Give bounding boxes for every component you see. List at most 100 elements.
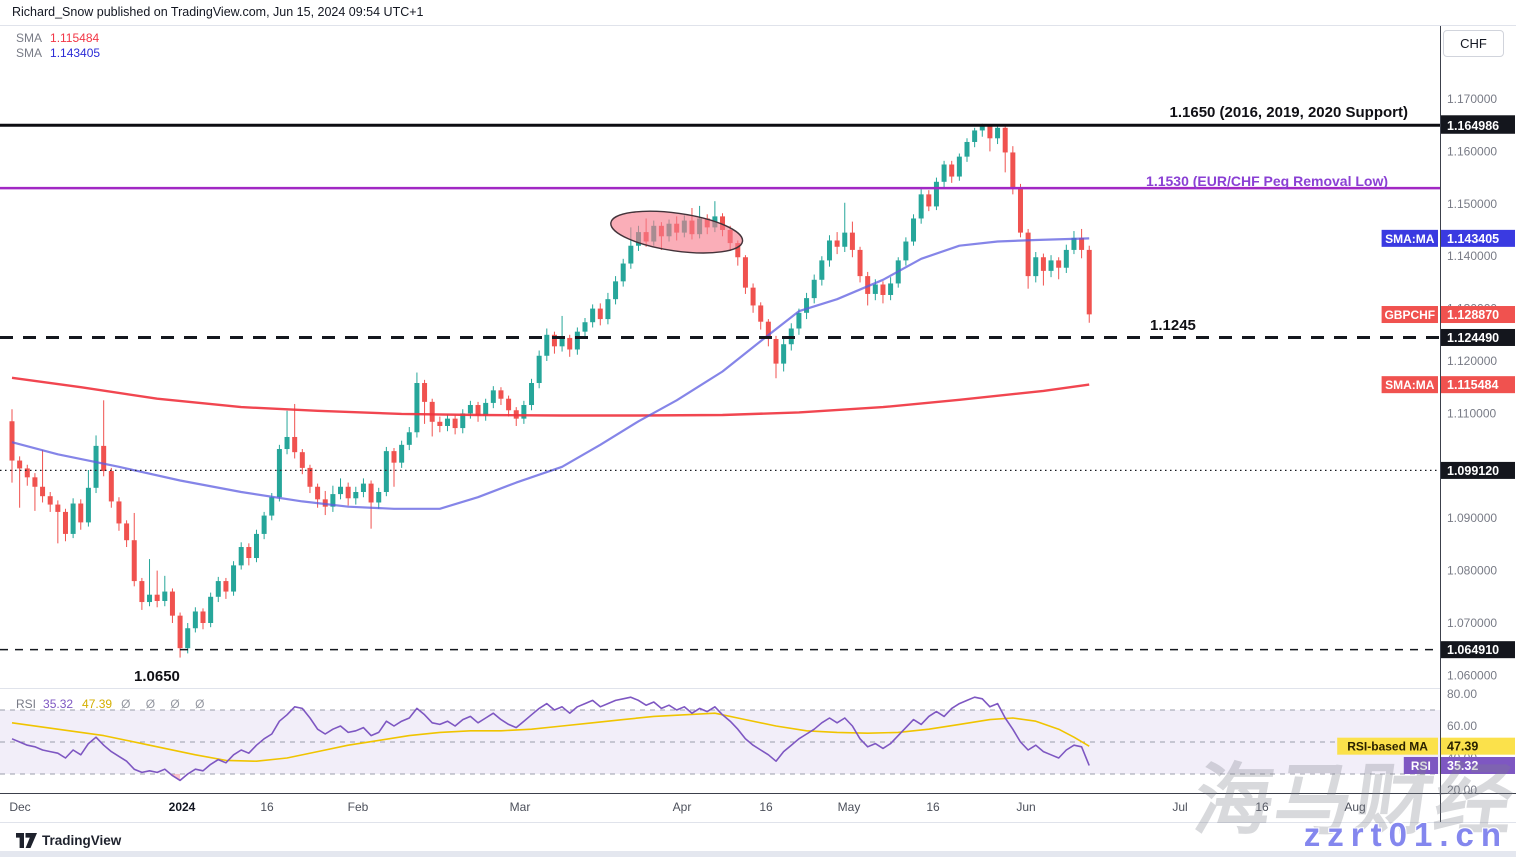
candle-body bbox=[78, 503, 84, 523]
candle-body bbox=[872, 284, 878, 294]
candle-body bbox=[353, 492, 359, 499]
candle-body bbox=[903, 241, 909, 261]
price-badge-value: 1.064910 bbox=[1447, 643, 1499, 657]
time-tick-label: Mar bbox=[510, 800, 531, 814]
candle-body bbox=[865, 276, 871, 294]
rsi-label: RSI bbox=[16, 697, 37, 711]
price-badge-tag-text: GBPCHF bbox=[1384, 308, 1435, 322]
price-badge bbox=[1441, 756, 1515, 774]
price-badge bbox=[1441, 376, 1515, 394]
candle-body bbox=[529, 383, 535, 406]
price-badge bbox=[1441, 461, 1515, 479]
sma-slow-value: 1.143405 bbox=[50, 46, 101, 60]
candle-body bbox=[101, 445, 107, 472]
candle-body bbox=[765, 321, 771, 339]
candle-body bbox=[811, 279, 817, 299]
price-badge-tag bbox=[1403, 756, 1438, 774]
price-badge-tag-text: SMA:MA bbox=[1385, 378, 1435, 392]
price-badge-tag-text: RSI bbox=[1411, 759, 1431, 773]
candle-body bbox=[819, 260, 825, 280]
price-badge bbox=[1441, 641, 1515, 659]
candle-body bbox=[567, 337, 573, 350]
candle-body bbox=[972, 130, 978, 142]
candle-body bbox=[139, 581, 145, 603]
candle-body bbox=[521, 405, 527, 419]
price-tick-label: 1.110000 bbox=[1447, 406, 1496, 420]
price-badge bbox=[1441, 328, 1515, 346]
sma-slow-label: SMA bbox=[16, 46, 43, 60]
candle-body bbox=[1079, 237, 1085, 250]
rsi-tick-label: 20.00 bbox=[1447, 783, 1477, 797]
candle-body bbox=[261, 515, 267, 534]
candle-body bbox=[597, 308, 603, 320]
candle-body bbox=[918, 194, 924, 219]
candle-body bbox=[551, 334, 557, 347]
sma-200-line bbox=[11, 376, 1090, 417]
price-badge-tag bbox=[1381, 306, 1438, 324]
candle-body bbox=[422, 383, 428, 402]
candle-body bbox=[475, 405, 481, 416]
candle-body bbox=[185, 628, 191, 649]
candle-body bbox=[590, 308, 596, 323]
candle-body bbox=[1056, 260, 1062, 268]
low-level-label: 1.0650 bbox=[134, 668, 180, 685]
candle-body bbox=[735, 243, 741, 258]
candle-body bbox=[315, 486, 321, 500]
currency-toggle-button[interactable]: CHF bbox=[1443, 30, 1504, 57]
candle-body bbox=[169, 591, 175, 616]
candle-body bbox=[200, 611, 206, 623]
candle-body bbox=[223, 581, 229, 592]
candle-body bbox=[17, 460, 23, 469]
sma-slow-legend-row: SMA 1.143405 bbox=[16, 46, 100, 61]
time-tick-label: Feb bbox=[348, 800, 369, 814]
candle-body bbox=[192, 611, 198, 629]
rsi-tick-label: 80.00 bbox=[1447, 687, 1477, 701]
price-badge-tag bbox=[1381, 376, 1438, 394]
candle-body bbox=[926, 194, 932, 207]
candle-body bbox=[758, 305, 764, 322]
candle-body bbox=[345, 486, 351, 499]
candle-body bbox=[208, 596, 214, 623]
candle-body bbox=[490, 390, 496, 403]
price-badge bbox=[1441, 229, 1515, 247]
price-tick-label: 1.160000 bbox=[1447, 144, 1497, 158]
time-tick-label: Aug bbox=[1344, 800, 1365, 814]
candle-body bbox=[292, 436, 298, 453]
price-badge-value: 35.32 bbox=[1447, 759, 1478, 773]
candle-body bbox=[1071, 237, 1077, 250]
price-badge-tag-text: SMA:MA bbox=[1385, 232, 1435, 246]
candle-body bbox=[559, 337, 565, 347]
candle-body bbox=[307, 467, 313, 487]
candle-body bbox=[949, 164, 955, 177]
price-badge-tag-text: RSI-based MA bbox=[1347, 740, 1428, 754]
time-tick-label: Dec bbox=[9, 800, 30, 814]
candle-body bbox=[467, 405, 473, 414]
candle-body bbox=[1086, 249, 1092, 315]
price-badge-value: 1.128870 bbox=[1447, 308, 1499, 322]
rsi-line bbox=[11, 696, 1090, 782]
candle-body bbox=[429, 401, 435, 422]
candle-body bbox=[880, 284, 886, 295]
candle-body bbox=[1048, 260, 1054, 271]
ellipse-annotation bbox=[610, 210, 744, 254]
candle-body bbox=[796, 312, 802, 329]
rsi-ma-line bbox=[11, 712, 1090, 763]
price-tick-label: 1.090000 bbox=[1447, 511, 1497, 525]
candle-body bbox=[750, 287, 756, 306]
bottom-strip bbox=[0, 851, 1516, 857]
candle-body bbox=[987, 126, 993, 139]
candle-body bbox=[93, 445, 99, 488]
candle-body bbox=[437, 421, 443, 426]
rsi-empty-params: Ø Ø Ø Ø bbox=[121, 697, 211, 711]
candle-body bbox=[781, 344, 787, 364]
sma-fast-label: SMA bbox=[16, 31, 43, 45]
candle-body bbox=[70, 503, 76, 534]
candle-body bbox=[452, 418, 458, 429]
candle-body bbox=[32, 477, 38, 487]
mid-level-label: 1.1245 bbox=[1150, 317, 1196, 334]
candle-body bbox=[773, 338, 779, 364]
publish-header: Richard_Snow published on TradingView.co… bbox=[12, 5, 424, 19]
candle-body bbox=[414, 383, 420, 433]
